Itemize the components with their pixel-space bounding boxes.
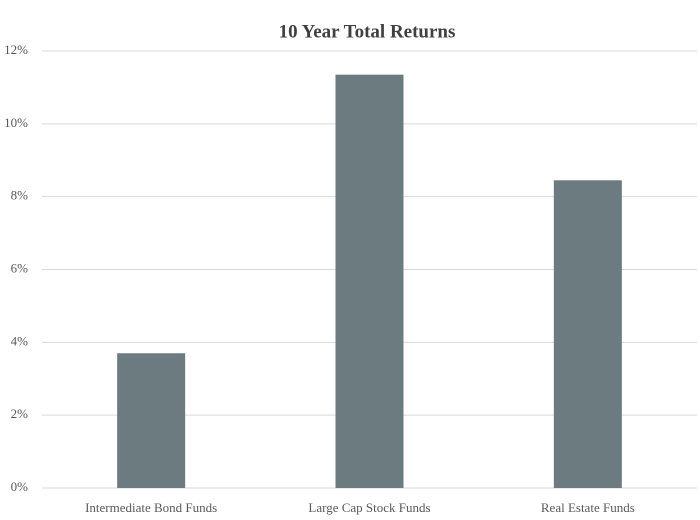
y-tick-label: 8% [11,188,29,203]
x-tick-label: Intermediate Bond Funds [85,500,217,515]
bar [335,74,404,488]
y-tick-label: 6% [11,260,29,275]
y-tick-label: 2% [11,406,29,421]
y-tick-label: 12% [4,42,28,57]
bar [553,180,622,488]
y-tick-label: 10% [4,115,28,130]
x-tick-label: Real Estate Funds [541,500,635,515]
bar [117,353,186,488]
y-tick-label: 4% [11,333,29,348]
x-tick-label: Large Cap Stock Funds [308,500,430,515]
chart-title: 10 Year Total Returns [279,21,456,42]
y-tick-label: 0% [11,479,29,494]
